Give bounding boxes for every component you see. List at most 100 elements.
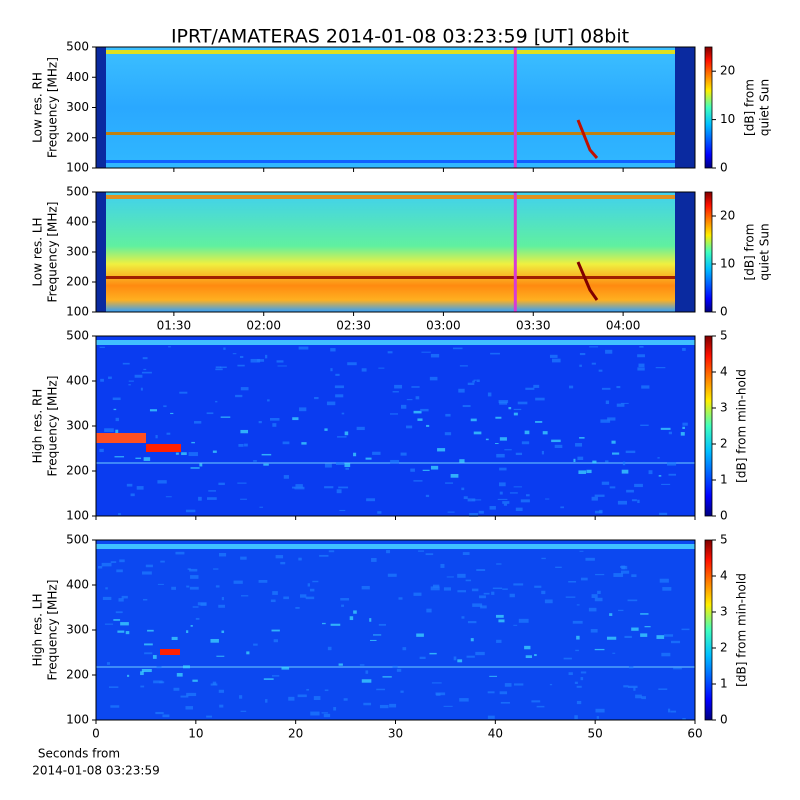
texture-blob	[113, 408, 117, 411]
colorbar-tick-label: 0	[720, 305, 728, 319]
texture-blob	[425, 494, 430, 498]
texture-blob	[616, 385, 621, 389]
spectrogram-edge	[675, 47, 695, 168]
texture-blob	[339, 509, 346, 512]
texture-blob	[261, 453, 272, 456]
texture-blob	[622, 461, 626, 466]
texture-blob	[390, 459, 400, 464]
texture-blob	[589, 346, 599, 348]
texture-blob	[244, 443, 248, 447]
texture-blob	[585, 557, 595, 561]
texture-blob	[312, 580, 319, 583]
texture-blob	[436, 693, 441, 696]
colorbar	[704, 539, 713, 721]
colorbar-tick-label: 4	[720, 569, 728, 583]
texture-blob	[299, 594, 307, 598]
x-tick-label: 10	[188, 727, 203, 741]
texture-blob	[437, 448, 446, 452]
colorbar	[704, 335, 713, 517]
texture-blob	[682, 347, 686, 351]
colorbar-label: [dB] from	[743, 79, 757, 136]
texture-blob	[578, 470, 587, 474]
texture-blob	[190, 575, 199, 579]
texture-blob	[494, 443, 499, 445]
texture-blob	[426, 424, 430, 427]
texture-blob	[256, 359, 265, 362]
texture-blob	[633, 687, 636, 691]
texture-blob	[498, 399, 509, 404]
texture-blob	[272, 423, 277, 427]
texture-blob	[299, 407, 307, 412]
texture-blob	[541, 557, 546, 560]
texture-blob	[215, 585, 220, 588]
texture-blob	[617, 500, 628, 505]
texture-blob	[641, 696, 646, 700]
texture-blob	[166, 432, 171, 435]
texture-blob	[241, 595, 249, 597]
texture-blob	[661, 483, 671, 486]
texture-blob	[500, 701, 510, 704]
texture-blob	[173, 687, 180, 691]
colorbar-tick-label: 20	[720, 209, 735, 223]
texture-blob	[377, 511, 382, 514]
texture-blob	[575, 649, 579, 652]
texture-blob	[240, 710, 247, 712]
texture-blob	[282, 441, 290, 445]
texture-blob	[607, 417, 616, 421]
texture-blob	[143, 457, 151, 461]
texture-blob	[457, 590, 467, 593]
texture-blob	[135, 457, 142, 459]
texture-blob	[338, 663, 343, 666]
texture-blob	[188, 452, 198, 457]
texture-blob	[215, 368, 223, 371]
texture-blob	[467, 382, 475, 385]
x-axis-label: 2014-01-08 03:23:59	[32, 764, 159, 778]
texture-blob	[140, 387, 143, 391]
colorbar-label: [dB] from	[743, 224, 757, 281]
texture-blob	[476, 379, 480, 383]
texture-blob	[104, 623, 114, 625]
spectrogram-image	[96, 47, 695, 168]
texture-blob	[387, 351, 393, 354]
texture-blob	[219, 552, 227, 557]
texture-blob	[452, 347, 463, 350]
texture-blob	[509, 593, 515, 598]
texture-blob	[175, 551, 185, 555]
texture-blob	[117, 630, 125, 633]
texture-blob	[545, 498, 550, 500]
texture-blob	[121, 595, 128, 599]
colorbar-tick-label: 5	[720, 329, 728, 343]
texture-blob	[620, 402, 629, 404]
texture-blob	[253, 643, 258, 646]
texture-blob	[337, 436, 347, 438]
texture-blob	[447, 511, 455, 513]
texture-blob	[221, 630, 225, 634]
texture-blob	[446, 576, 454, 578]
x-tick-label: 01:30	[157, 319, 192, 333]
texture-blob	[330, 368, 333, 372]
texture-blob	[417, 418, 423, 421]
texture-blob	[655, 367, 666, 369]
texture-blob	[263, 463, 269, 466]
texture-blob	[422, 469, 430, 471]
texture-blob	[499, 467, 507, 471]
y-tick-label: 200	[66, 130, 89, 144]
texture-blob	[576, 685, 582, 688]
texture-blob	[165, 496, 172, 498]
texture-blob	[193, 421, 202, 424]
texture-blob	[579, 364, 582, 367]
texture-blob	[579, 437, 585, 439]
texture-blob	[235, 394, 243, 398]
texture-blob	[283, 596, 289, 600]
texture-blob	[410, 468, 415, 472]
texture-blob	[328, 550, 335, 553]
texture-blob	[335, 462, 345, 466]
y-tick-label: 400	[66, 374, 89, 388]
texture-blob	[310, 711, 320, 716]
texture-blob	[206, 715, 212, 718]
texture-blob	[265, 699, 268, 703]
texture-blob	[258, 421, 262, 424]
colorbar-tick-label: 0	[720, 161, 728, 175]
texture-blob	[200, 602, 207, 606]
